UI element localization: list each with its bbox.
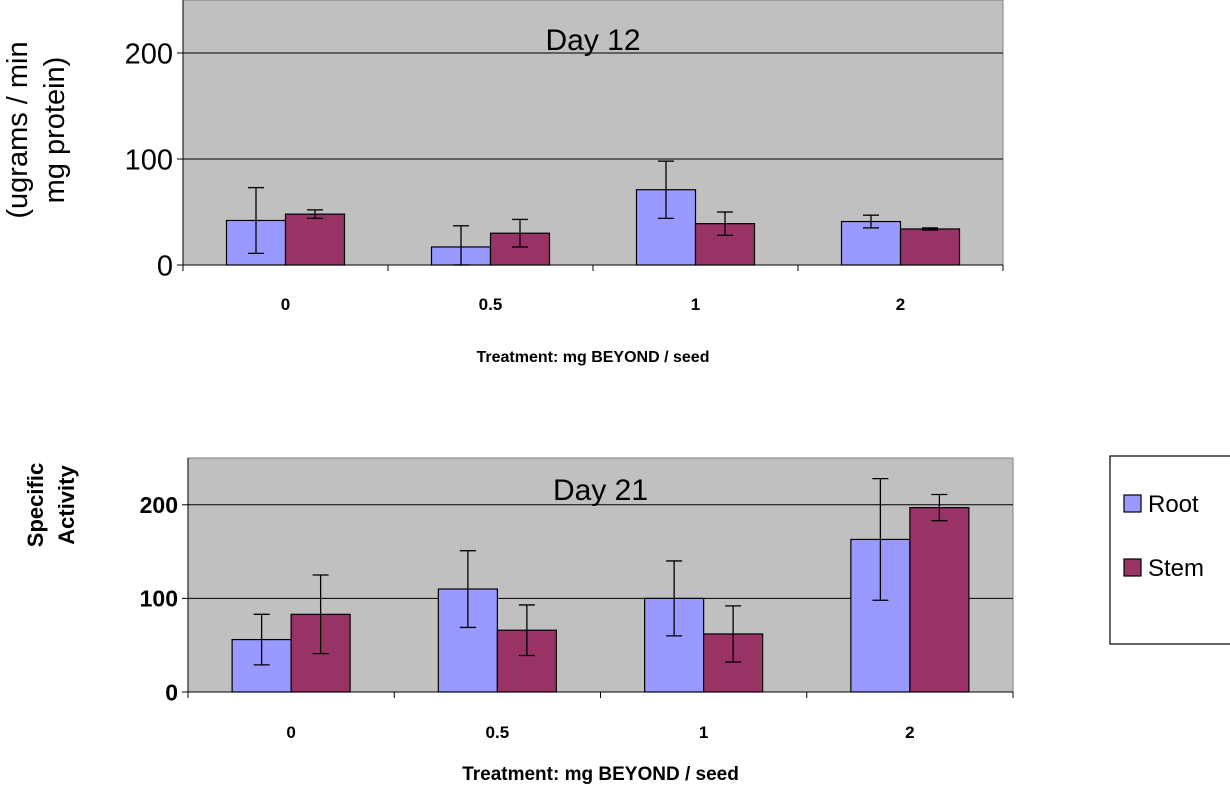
y-axis-label: mg protein) [39, 57, 71, 204]
y-axis-label: (ugrams / min [2, 41, 34, 218]
bar-stem [703, 633, 764, 693]
x-tick-label: 0.5 [479, 295, 503, 314]
legend-label-stem: Stem [1148, 555, 1204, 582]
legend-label-root: Root [1148, 491, 1199, 518]
bar-stem [284, 213, 346, 266]
chart-title: Day 21 [553, 474, 648, 507]
y-tick-label: 200 [125, 38, 173, 70]
x-axis-label: Treatment: mg BEYOND / seed [477, 349, 710, 366]
x-tick-label: 1 [691, 295, 700, 314]
y-tick-label: 100 [125, 144, 173, 176]
chart-day-12: 0 100 200 0 0.5 1 2 Day 12 Treatment: mg BEYOND … [2, 0, 1004, 366]
x-tick-label: 2 [905, 723, 914, 742]
bar-stem [899, 228, 961, 266]
x-tick-label: 0.5 [486, 723, 510, 742]
x-tick-label: 0 [281, 295, 290, 314]
y-axis-label: Activity [54, 465, 79, 545]
legend-box [1109, 455, 1230, 645]
y-tick-label: 100 [140, 586, 178, 612]
y-tick-label: 0 [157, 250, 173, 282]
x-tick-label: 0 [286, 723, 295, 742]
y-axis-label: Specific [23, 463, 48, 547]
legend-swatch-root [1123, 494, 1142, 513]
y-tick-label: 200 [140, 492, 178, 518]
bar-stem [909, 507, 970, 693]
bar-root [840, 220, 902, 266]
legend-swatch-stem [1123, 558, 1142, 577]
chart-day-21: 0 100 200 0 0.5 1 2 Day 21 Treatment: mg BEYOND … [23, 455, 1230, 785]
legend: Root Stem [1109, 455, 1230, 645]
chart-title: Day 12 [545, 24, 640, 57]
y-tick-label: 0 [165, 679, 178, 705]
x-tick-label: 1 [699, 723, 708, 742]
x-tick-label: 2 [896, 295, 905, 314]
x-axis-label: Treatment: mg BEYOND / seed [462, 764, 739, 785]
